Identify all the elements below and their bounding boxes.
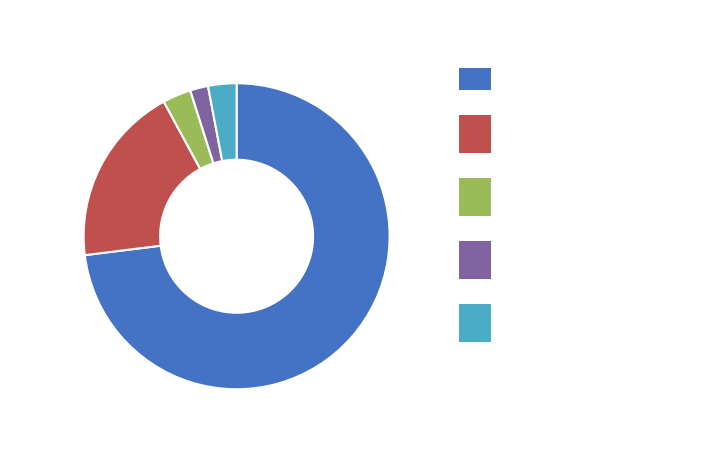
- FancyBboxPatch shape: [459, 115, 491, 153]
- FancyBboxPatch shape: [459, 304, 491, 342]
- Wedge shape: [84, 83, 389, 389]
- Wedge shape: [84, 102, 200, 255]
- Wedge shape: [208, 83, 237, 161]
- Wedge shape: [190, 86, 222, 163]
- FancyBboxPatch shape: [459, 52, 491, 90]
- FancyBboxPatch shape: [459, 178, 491, 216]
- FancyBboxPatch shape: [459, 241, 491, 279]
- Wedge shape: [164, 90, 213, 169]
